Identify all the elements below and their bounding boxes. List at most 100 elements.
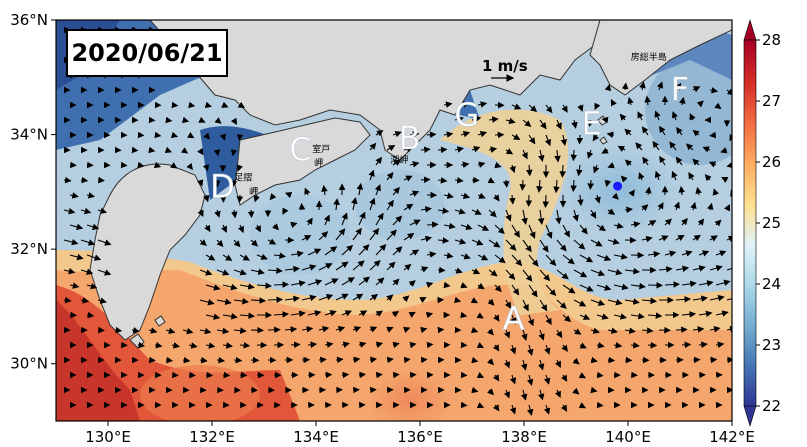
- current-vector: [386, 199, 394, 211]
- current-vector: [182, 356, 191, 364]
- current-vector: [341, 212, 348, 226]
- current-vector: [562, 314, 572, 323]
- current-vector: [511, 254, 523, 267]
- current-vector: [708, 161, 717, 168]
- current-vector: [205, 284, 221, 291]
- current-vector: [324, 246, 338, 256]
- current-vector: [630, 312, 645, 320]
- current-vector: [607, 327, 618, 334]
- current-vector: [707, 202, 714, 211]
- current-vector: [408, 311, 416, 318]
- current-vector: [221, 224, 227, 233]
- current-vector: [509, 194, 516, 205]
- current-vector: [476, 372, 485, 379]
- current-vector: [403, 175, 413, 182]
- colorbar-tick-label: 24: [762, 275, 781, 293]
- current-vector: [114, 326, 123, 334]
- current-vector: [253, 194, 260, 203]
- current-vector: [590, 327, 600, 334]
- current-vector: [647, 220, 657, 227]
- current-vector: [86, 282, 98, 290]
- current-vector: [570, 149, 578, 162]
- current-vector: [284, 326, 298, 333]
- current-vector: [86, 192, 96, 199]
- current-vector: [386, 356, 394, 364]
- current-vector: [460, 282, 468, 289]
- current-vector: [545, 314, 552, 326]
- current-vector: [488, 116, 499, 123]
- current-vector: [613, 342, 623, 349]
- current-vector: [272, 223, 280, 231]
- current-vector: [641, 327, 654, 334]
- current-vector: [586, 149, 594, 159]
- current-vector: [644, 95, 651, 106]
- current-vector: [630, 221, 641, 228]
- y-axis: 30°N 32°N 34°N 36°N: [10, 11, 56, 373]
- colorbar-tick-label: 28: [762, 31, 781, 49]
- current-vector: [471, 115, 482, 123]
- current-vector: [619, 113, 627, 121]
- current-vector: [375, 130, 384, 137]
- current-vector: [555, 119, 562, 130]
- current-vector: [267, 296, 284, 303]
- current-vector: [692, 158, 700, 166]
- current-vector: [392, 215, 403, 226]
- current-vector: [180, 147, 189, 154]
- current-vector: [352, 326, 362, 333]
- current-vector: [579, 313, 591, 320]
- region-label-b: B: [399, 119, 421, 157]
- current-vector: [544, 134, 552, 147]
- current-vector: [153, 161, 162, 169]
- current-vector: [216, 356, 226, 364]
- current-vector: [526, 404, 534, 416]
- current-vector: [318, 325, 330, 333]
- current-vector: [681, 280, 697, 288]
- current-vector: [587, 119, 595, 127]
- current-vector: [571, 119, 578, 129]
- current-vector: [284, 191, 293, 199]
- current-vector: [698, 250, 710, 257]
- current-vector: [63, 176, 72, 184]
- current-vector: [689, 113, 696, 121]
- current-vector: [477, 130, 488, 138]
- current-vector: [188, 371, 196, 379]
- current-vector: [402, 295, 410, 303]
- current-vector: [502, 179, 510, 188]
- current-vector: [392, 278, 400, 286]
- current-vector: [733, 312, 744, 315]
- current-vector: [654, 110, 661, 121]
- current-vector: [420, 235, 432, 243]
- current-vector: [63, 238, 79, 246]
- current-vector: [471, 386, 479, 394]
- current-vector: [611, 192, 619, 200]
- current-vector: [505, 209, 512, 222]
- current-vector: [409, 249, 420, 256]
- current-vector: [137, 341, 146, 349]
- current-vector: [590, 209, 597, 219]
- current-vector: [471, 208, 482, 215]
- x-axis: 130°E 132°E 134°E 136°E 138°E 140°E 142°E: [85, 421, 755, 446]
- current-vector: [709, 356, 718, 364]
- current-vector: [526, 374, 534, 386]
- current-vector: [624, 327, 636, 334]
- current-vector: [572, 387, 580, 395]
- current-vector: [358, 276, 371, 286]
- current-vector: [443, 281, 451, 289]
- current-vector: [205, 342, 216, 349]
- current-vector: [647, 250, 661, 258]
- current-vector: [419, 296, 427, 304]
- current-vector: [645, 186, 652, 196]
- y-tick-label: 32°N: [10, 240, 48, 258]
- current-vector: [324, 278, 339, 286]
- current-vector: [318, 356, 327, 364]
- current-vector: [681, 250, 693, 257]
- current-vector: [539, 119, 547, 130]
- current-vector: [386, 171, 394, 181]
- current-vector: [222, 342, 233, 349]
- current-vector: [572, 209, 579, 222]
- current-vector: [698, 341, 708, 349]
- current-vector: [562, 254, 575, 265]
- current-vector: [537, 209, 545, 225]
- current-vector: [637, 111, 644, 121]
